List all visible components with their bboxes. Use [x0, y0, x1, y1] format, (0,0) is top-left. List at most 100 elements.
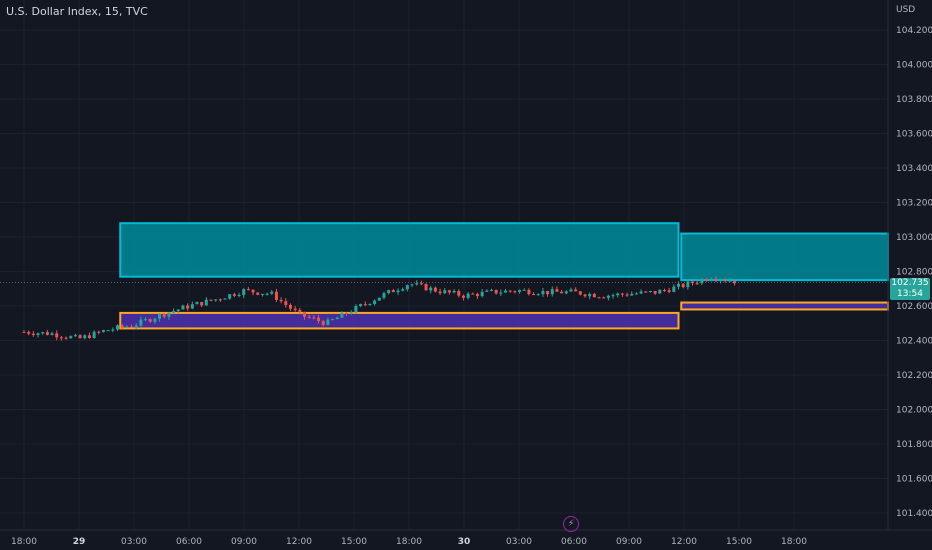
candle-body — [606, 295, 610, 298]
candle-body — [31, 333, 35, 336]
candle-body — [204, 299, 208, 306]
candle-body — [41, 332, 45, 334]
time-tick-label: 12:00 — [671, 537, 697, 547]
candle-body — [705, 279, 709, 281]
candle-body — [190, 304, 194, 309]
candle-body — [172, 311, 176, 313]
candle-body — [504, 290, 508, 293]
candle-body — [695, 283, 699, 285]
zones[interactable] — [119, 222, 889, 330]
candle-body — [368, 303, 372, 305]
candle-body — [522, 289, 526, 291]
price-tick-label: 103.000 — [896, 233, 932, 243]
candle-body — [218, 299, 222, 301]
time-tick-label: 29 — [73, 537, 86, 547]
candle-body — [396, 290, 400, 293]
time-tick-label: 18:00 — [11, 537, 37, 547]
candle-body — [611, 295, 615, 297]
candle-body — [326, 319, 330, 325]
candle-body — [92, 331, 96, 339]
time-axis[interactable]: 18:00 29 03:00 06:00 09:00 12:00 15:00 18:00 30 0… — [11, 537, 807, 547]
lightning-bolt-icon[interactable]: ⚡ — [563, 516, 579, 532]
candle-body — [148, 319, 152, 322]
candle-body — [22, 331, 26, 333]
chart-title[interactable]: U.S. Dollar Index, 15, TVC — [6, 5, 148, 18]
price-tick-label: 102.800 — [896, 268, 932, 278]
candle-body — [78, 335, 82, 339]
candle-body — [162, 313, 166, 317]
candle-body — [97, 331, 101, 333]
candle-body — [223, 298, 227, 300]
candle-body — [73, 335, 77, 337]
candle-body — [45, 332, 49, 335]
candle-body — [134, 325, 138, 328]
candle-body — [466, 293, 470, 298]
candle-body — [653, 291, 657, 294]
bar-countdown: 13:54 — [897, 288, 923, 299]
candle-body — [214, 299, 218, 301]
candle-body — [293, 308, 297, 310]
candle-body — [288, 304, 292, 309]
candle-body — [345, 312, 349, 314]
candle-body — [419, 283, 423, 285]
candle-body — [144, 319, 148, 321]
candle-body — [686, 281, 690, 288]
candle-body — [335, 317, 339, 320]
candle-body — [438, 291, 442, 294]
price-tick-label: 103.400 — [896, 164, 932, 174]
candle-body — [120, 325, 124, 328]
candle-body — [242, 289, 246, 295]
candle-body — [490, 289, 493, 291]
price-tick-label: 104.000 — [896, 61, 932, 71]
time-tick-label: 15:00 — [341, 537, 367, 547]
candle-body — [648, 291, 652, 293]
candle-body — [83, 335, 87, 339]
candle-body — [560, 291, 564, 294]
candle-body — [475, 293, 479, 297]
candle-body — [405, 285, 409, 290]
candle-body — [518, 290, 522, 292]
candle-body — [602, 297, 606, 299]
time-tick-label: 09:00 — [231, 537, 257, 547]
candle-body — [260, 293, 264, 295]
candle-body — [195, 302, 199, 305]
time-tick-label: 18:00 — [396, 537, 422, 547]
current-price-label: 102.735 13:54 — [890, 277, 930, 300]
candle-body — [256, 292, 260, 295]
candle-body — [181, 305, 185, 310]
candle-body — [513, 291, 517, 293]
time-tick-label: 12:00 — [286, 537, 312, 547]
candles — [22, 276, 737, 341]
price-tick-label: 103.800 — [896, 95, 932, 105]
candle-body — [508, 290, 512, 292]
candle-body — [723, 279, 727, 281]
candle-body — [457, 290, 461, 296]
candle-body — [387, 290, 391, 294]
price-axis[interactable]: 104.200 104.000 103.800 103.600 103.400 103.2… — [896, 26, 932, 519]
time-tick-label: 09:00 — [616, 537, 642, 547]
candle-body — [550, 289, 554, 295]
candle-body — [284, 301, 288, 305]
price-tick-label: 104.200 — [896, 26, 932, 36]
candle-body — [597, 297, 601, 299]
candle-body — [382, 293, 386, 298]
candle-body — [415, 283, 419, 285]
price-tick-label: 101.600 — [896, 475, 932, 485]
candle-body — [658, 290, 662, 294]
current-price-value: 102.735 — [891, 277, 929, 288]
candle-body — [709, 279, 713, 281]
candle-body — [349, 312, 353, 314]
candle-body — [410, 284, 414, 286]
candle-body — [719, 279, 723, 281]
candle-body — [50, 333, 54, 335]
demand-zone — [680, 301, 889, 311]
candle-body — [499, 292, 503, 294]
candle-body — [279, 299, 283, 302]
candle-body — [630, 293, 634, 296]
candle-body — [331, 319, 335, 321]
candle-body — [569, 289, 573, 292]
candle-body — [620, 293, 624, 295]
candle-body — [176, 309, 180, 312]
candle-body — [429, 287, 433, 291]
